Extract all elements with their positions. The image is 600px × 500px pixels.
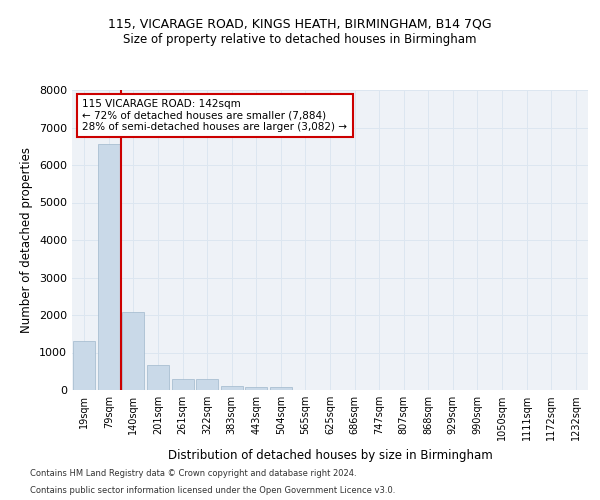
Bar — [147, 364, 169, 390]
Bar — [221, 386, 243, 390]
Bar — [98, 144, 120, 390]
Bar — [172, 379, 194, 390]
Text: 115 VICARAGE ROAD: 142sqm
← 72% of detached houses are smaller (7,884)
28% of se: 115 VICARAGE ROAD: 142sqm ← 72% of detac… — [82, 99, 347, 132]
Text: 115, VICARAGE ROAD, KINGS HEATH, BIRMINGHAM, B14 7QG: 115, VICARAGE ROAD, KINGS HEATH, BIRMING… — [108, 18, 492, 30]
Text: Contains public sector information licensed under the Open Government Licence v3: Contains public sector information licen… — [30, 486, 395, 495]
Bar — [270, 388, 292, 390]
Bar — [245, 388, 268, 390]
Bar — [73, 341, 95, 390]
Text: Contains HM Land Registry data © Crown copyright and database right 2024.: Contains HM Land Registry data © Crown c… — [30, 468, 356, 477]
Bar — [196, 379, 218, 390]
X-axis label: Distribution of detached houses by size in Birmingham: Distribution of detached houses by size … — [167, 448, 493, 462]
Text: Size of property relative to detached houses in Birmingham: Size of property relative to detached ho… — [123, 32, 477, 46]
Bar — [122, 312, 145, 390]
Y-axis label: Number of detached properties: Number of detached properties — [20, 147, 34, 333]
